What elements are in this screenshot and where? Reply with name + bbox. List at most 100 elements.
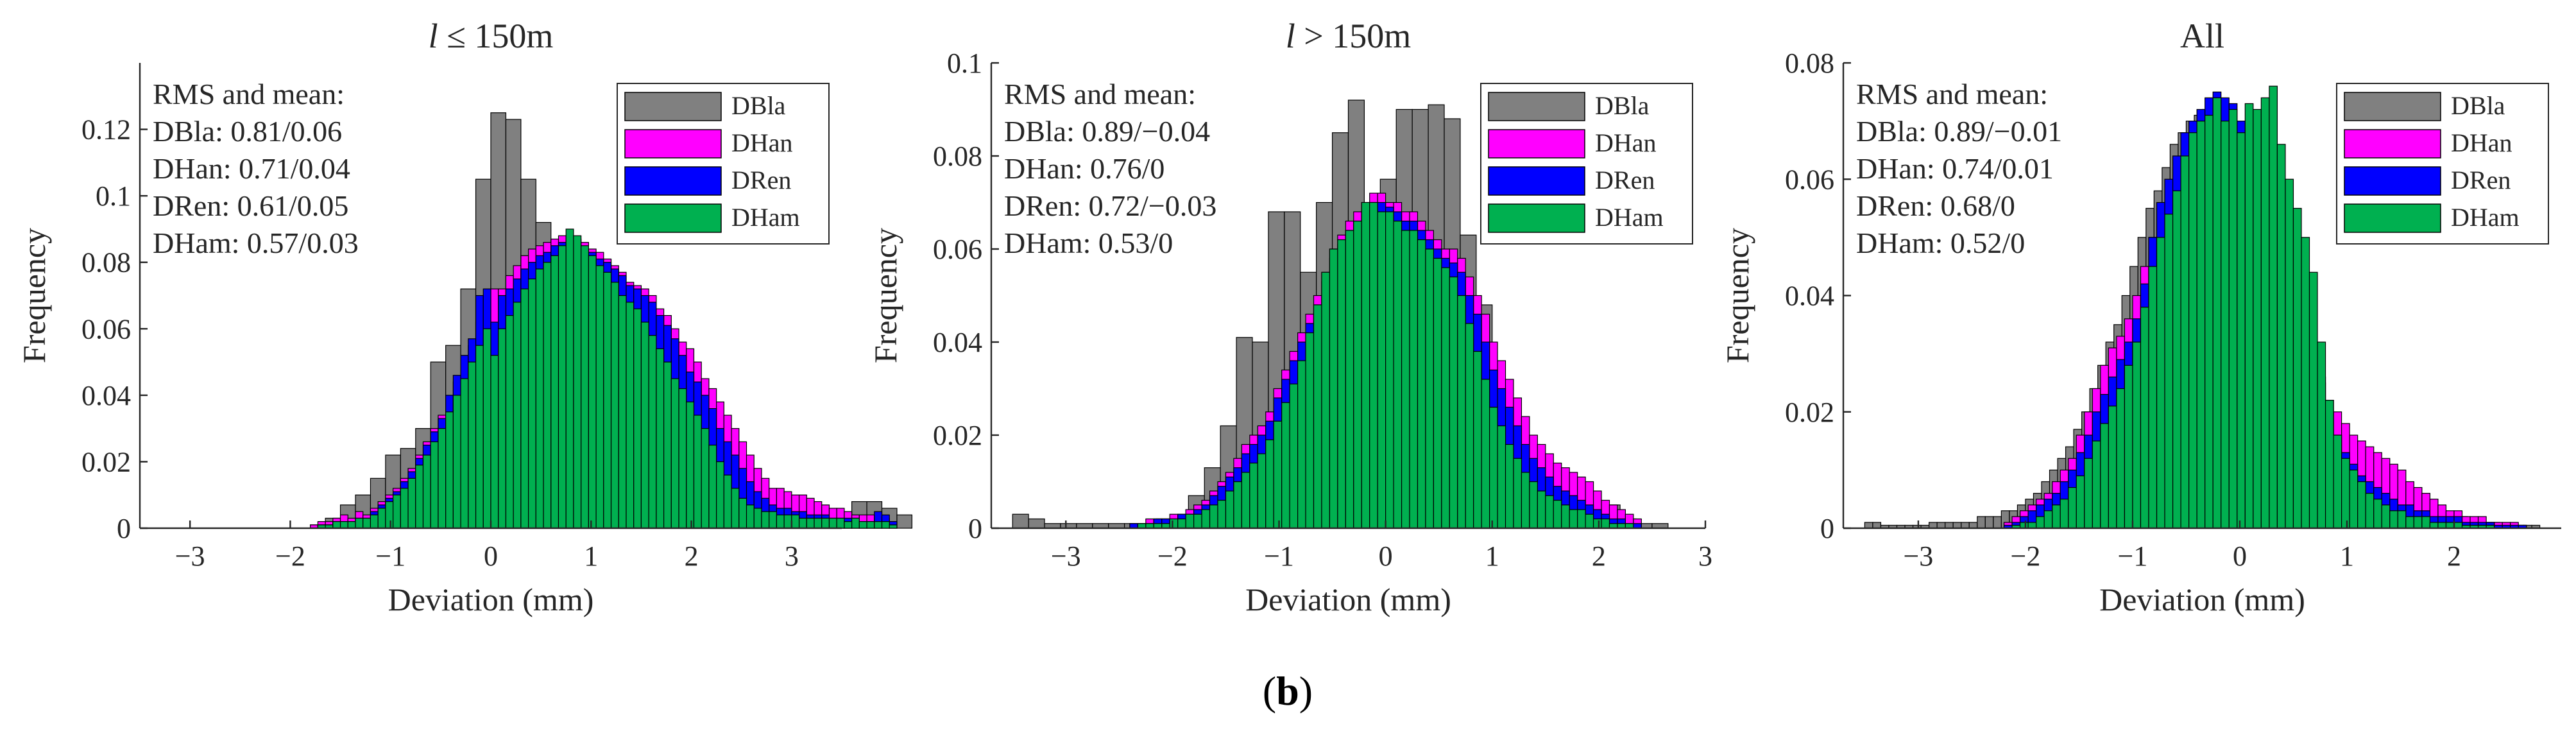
bar-dham	[1169, 518, 1179, 529]
bar-dham	[1193, 513, 1202, 529]
bar-dham	[2308, 271, 2318, 529]
y-axis-label: Frequency	[1719, 228, 1755, 363]
bar-dham	[1457, 295, 1466, 529]
chart-panel-3: −3 −2 −1 0 1 2 0 0.02 0.04 0.06 0.08 Deviation (mm)…	[1719, 17, 2561, 617]
bar-dham	[2413, 516, 2423, 529]
bar-dham	[588, 255, 597, 529]
y-tick-label: 0.1	[96, 180, 131, 212]
bar-dham	[783, 514, 792, 529]
bar-dham	[407, 477, 416, 529]
y-tick-label: 0.04	[81, 380, 131, 411]
legend-swatch-dren	[624, 166, 722, 196]
x-tick-label: 2	[2447, 540, 2461, 572]
bar-dham	[2453, 522, 2463, 529]
x-axis-label: Deviation (mm)	[388, 581, 594, 617]
bar-dham	[520, 288, 529, 529]
chart-title: All	[2180, 17, 2224, 55]
bar-dham	[1409, 230, 1419, 529]
bar-dham	[1345, 230, 1354, 529]
bar-dham	[2027, 522, 2037, 529]
bar-dham	[2076, 475, 2085, 529]
y-tick-label: 0.04	[933, 327, 982, 358]
bar-dham	[2052, 504, 2061, 529]
bar-dham	[633, 308, 642, 529]
y-tick-label: 0.08	[933, 141, 982, 172]
bar-dham	[844, 521, 853, 529]
bars-group	[310, 112, 913, 529]
charts-container: −3 −2 −1 0 1 2 300.020.040.060.080.10.12Deviat…	[16, 17, 2561, 617]
bar-dham	[746, 504, 755, 529]
bar-dham	[2148, 266, 2158, 529]
bar-dham	[1561, 504, 1570, 529]
annotation-line: DHam: 0.57/0.03	[153, 227, 359, 259]
bar-dham	[618, 295, 627, 529]
bar-dham	[535, 268, 544, 529]
bar-dham	[339, 521, 348, 529]
chart-title-text: ≤ 150m	[438, 17, 554, 55]
bar-dham	[2140, 307, 2149, 529]
bar-dham	[2084, 458, 2093, 529]
annotation-line: DBla: 0.89/−0.01	[1856, 115, 2062, 148]
bar-dham	[663, 361, 672, 529]
bar-dham	[513, 302, 522, 529]
y-tick-label: 0.06	[1785, 164, 1834, 195]
y-tick-label: 0.02	[1785, 397, 1834, 428]
bar-dham	[851, 517, 860, 529]
bar-dham	[1537, 490, 1546, 529]
bar-dbla	[1984, 516, 1994, 529]
bar-dbla	[1012, 513, 1029, 529]
bar-dham	[1513, 458, 1523, 529]
bar-dham	[2445, 522, 2455, 529]
bar-dham	[874, 521, 883, 529]
bar-dham	[678, 388, 687, 529]
y-axis-label: Frequency	[867, 228, 903, 363]
figure-caption: (b)	[1263, 668, 1313, 714]
x-tick-label: −2	[2011, 540, 2041, 572]
bar-dham	[693, 415, 702, 529]
bar-dham	[1417, 239, 1426, 529]
bar-dham	[626, 302, 635, 529]
bar-dham	[1425, 248, 1434, 529]
bar-dham	[1289, 383, 1299, 529]
bar-dham	[814, 517, 823, 529]
chart-title: l ≤ 150m	[429, 17, 554, 55]
legend: DBla DHan DRen DHam	[617, 83, 830, 245]
bar-dham	[1529, 481, 1538, 529]
bar-dham	[1569, 509, 1578, 529]
bar-dham	[581, 245, 589, 529]
bar-dbla	[1968, 522, 1978, 529]
bar-dham	[2108, 406, 2117, 529]
bars-group	[1864, 85, 2541, 529]
bar-dham	[2365, 493, 2375, 529]
bar-dham	[656, 348, 665, 529]
legend-swatch-dhan	[624, 129, 722, 159]
legend-label-dren: DRen	[1595, 166, 1655, 194]
x-tick-label: 3	[1698, 540, 1712, 572]
bar-dham	[821, 517, 830, 529]
y-tick-label: 0	[968, 513, 982, 544]
y-tick-label: 0	[1820, 513, 1834, 544]
x-tick-label: 1	[584, 540, 598, 572]
bar-dham	[1449, 276, 1458, 529]
bar-dham	[2237, 132, 2246, 529]
bar-dham	[806, 517, 815, 529]
bar-dham	[550, 255, 559, 529]
bar-dham	[858, 521, 867, 529]
bar-dham	[1209, 504, 1218, 529]
chart-title-text: All	[2180, 17, 2224, 55]
legend-label-dham: DHam	[731, 203, 800, 232]
legend-label-dhan: DHan	[1595, 128, 1657, 157]
x-axis-label: Deviation (mm)	[1245, 581, 1451, 617]
bar-dham	[648, 335, 657, 529]
chart-panel-1: −3 −2 −1 0 1 2 3 0 0.02 0.04 0.06 0.08 0.1 0.12 Deviat…	[16, 17, 913, 617]
x-tick-label: 1	[1485, 540, 1499, 572]
bar-dham	[2068, 486, 2077, 529]
legend-label-dbla: DBla	[731, 91, 786, 120]
x-tick-label: −1	[375, 540, 405, 572]
bar-dham	[610, 282, 619, 529]
legend-label-dham: DHam	[1595, 203, 1664, 232]
annotation-heading: RMS and mean:	[1004, 78, 1196, 110]
bar-dham	[716, 461, 724, 529]
bar-dham	[776, 514, 785, 529]
bar-dham	[2132, 341, 2142, 529]
